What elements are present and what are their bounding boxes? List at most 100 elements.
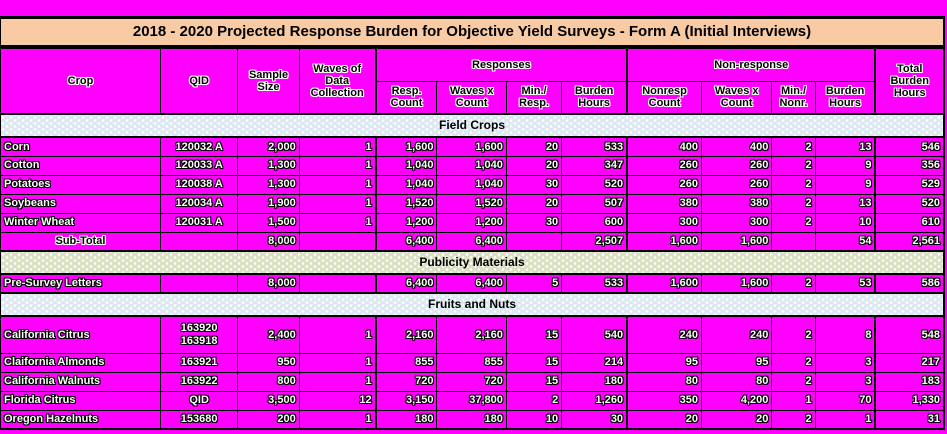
group-header-responses: Responses (374, 46, 628, 82)
cell: 10 (814, 212, 876, 233)
cell: 950 (237, 352, 300, 373)
cell: 30 (561, 409, 628, 430)
col-header-qid: QID (159, 46, 239, 115)
cell: 2 (771, 315, 816, 354)
cell: 2 (771, 155, 816, 176)
cell: 586 (874, 273, 945, 294)
cell: 520 (874, 193, 945, 214)
cell: 400 (700, 136, 773, 157)
cell: 120038 A (159, 174, 239, 195)
cell: 533 (561, 273, 628, 294)
cell: 180 (436, 409, 507, 430)
table-row: Corn 120032 A 2,000 1 1,600 1,600 20 533 400 400 2… (0, 136, 945, 157)
cell: 37,800 (436, 390, 507, 411)
cell: 95 (626, 352, 702, 373)
cell: 610 (874, 212, 945, 233)
cell: 217 (874, 352, 945, 373)
cell: 120033 A (159, 155, 239, 176)
cell: 1 (298, 409, 377, 430)
cell: 120032 A (159, 136, 239, 157)
spreadsheet-background-strip (0, 0, 947, 16)
cell: 855 (374, 352, 438, 373)
cell: 300 (626, 212, 702, 233)
cell: 20 (626, 409, 702, 430)
cell: 400 (626, 136, 702, 157)
cell: 2 (771, 352, 816, 373)
cell: 9 (814, 174, 876, 195)
cell: 200 (237, 409, 300, 430)
group-header-nonresponse: Non-response (626, 46, 876, 82)
cell (298, 231, 377, 252)
col-header-resp-count: Resp. Count (374, 80, 438, 115)
cell-crop: Pre-Survey Letters (0, 273, 161, 294)
cell: 1,330 (874, 390, 945, 411)
col-header-resp-burden-hours: Burden Hours (561, 80, 628, 115)
cell: 1 (298, 193, 377, 214)
col-header-waves: Waves of Data Collection (298, 46, 377, 115)
cell: 720 (374, 371, 438, 392)
cell: 1 (814, 409, 876, 430)
table-row: Sub-Total 8,000 6,400 6,400 2,507 1,600 1,600 5… (0, 231, 945, 252)
cell: 20 (505, 155, 563, 176)
cell: 240 (700, 315, 773, 354)
col-header-total-burden-hours: Total Burden Hours (874, 46, 945, 115)
cell-crop: California Citrus (0, 315, 161, 354)
cell: 548 (874, 315, 945, 354)
cell: 8,000 (237, 273, 300, 294)
cell: 6,400 (374, 231, 438, 252)
table-row: California Walnuts 163922 800 1 720 720 15 180 8… (0, 371, 945, 392)
cell: 9 (814, 155, 876, 176)
col-header-nonresp-waves-x-count: Waves x Count (700, 80, 773, 115)
cell: 2 (771, 174, 816, 195)
cell: 214 (561, 352, 628, 373)
section-row: Field Crops (0, 113, 945, 138)
table-row: California Citrus 163920 163918 2,400 1 2,16… (0, 315, 945, 354)
cell: 163922 (159, 371, 239, 392)
table-row: Claifornia Almonds 163921 950 1 855 855 15 214 9… (0, 352, 945, 373)
cell: 529 (874, 174, 945, 195)
cell: 53 (814, 273, 876, 294)
cell: 380 (626, 193, 702, 214)
cell: 546 (874, 136, 945, 157)
cell (771, 231, 816, 252)
cell: 120031 A (159, 212, 239, 233)
page-title: 2018 - 2020 Projected Response Burden fo… (0, 16, 945, 49)
cell-crop: California Walnuts (0, 371, 161, 392)
cell-crop: Sub-Total (0, 231, 161, 252)
cell: 1 (298, 315, 377, 354)
cell: 1,040 (436, 174, 507, 195)
table-row: Cotton 120033 A 1,300 1 1,040 1,040 20 347 260 26… (0, 155, 945, 176)
cell: 1 (771, 390, 816, 411)
cell: 1,040 (374, 174, 438, 195)
burden-table: 2018 - 2020 Projected Response Burden fo… (0, 16, 945, 430)
cell: 1 (298, 174, 377, 195)
header-row-groups: Crop QID Sample Size Waves of Data Colle… (0, 46, 945, 115)
cell: 240 (626, 315, 702, 354)
cell (298, 273, 377, 294)
cell: 20 (505, 193, 563, 214)
cell: 54 (814, 231, 876, 252)
cell: 855 (436, 352, 507, 373)
cell: 1,040 (374, 155, 438, 176)
cell-crop: Oregon Hazelnuts (0, 409, 161, 430)
header-row-sub: Resp. Count Waves x Count Min./ Resp. Bu… (1, 80, 945, 115)
cell: 347 (561, 155, 628, 176)
cell: 6,400 (374, 273, 438, 294)
cell: 350 (626, 390, 702, 411)
cell: 163920 163918 (159, 315, 239, 354)
cell: 3,500 (237, 390, 300, 411)
cell: 1,600 (700, 231, 773, 252)
cell: 1,600 (700, 273, 773, 294)
table-row: Potatoes 120038 A 1,300 1 1,040 1,040 30 520 260… (0, 174, 945, 195)
section-label: Publicity Materials (0, 250, 945, 275)
cell: 520 (561, 174, 628, 195)
cell: 356 (874, 155, 945, 176)
cell: 10 (505, 409, 563, 430)
cell: 1 (298, 136, 377, 157)
table-row: Oregon Hazelnuts 153680 200 1 180 180 10 30 20 20… (0, 409, 945, 430)
cell: 2,000 (237, 136, 300, 157)
table-row: Florida Citrus QID 3,500 12 3,150 37,800 2 1,26… (0, 390, 945, 411)
cell: 380 (700, 193, 773, 214)
cell: 1 (298, 212, 377, 233)
cell: 1,600 (436, 136, 507, 157)
